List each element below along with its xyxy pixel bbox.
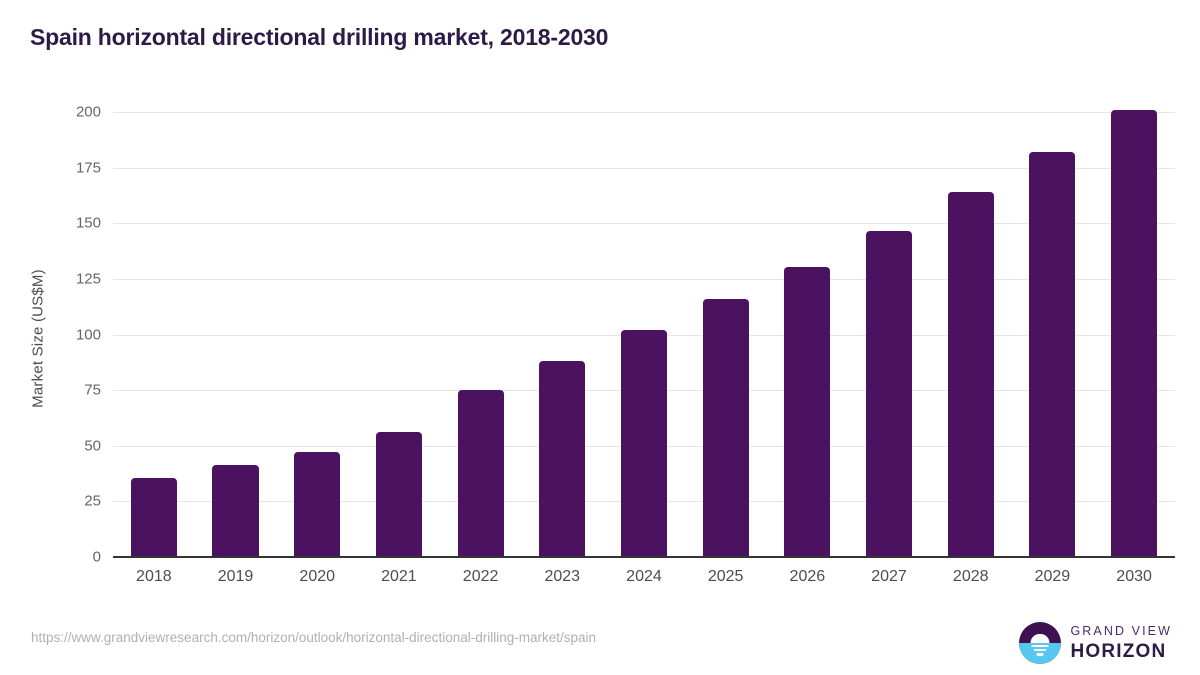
logo-line-1: GRAND VIEW <box>1070 624 1172 639</box>
logo-wordmark: GRAND VIEW HORIZON <box>1070 625 1172 661</box>
bar-slot <box>685 112 767 557</box>
y-axis-title: Market Size (US$M) <box>29 269 47 408</box>
x-tick-label: 2024 <box>626 568 662 585</box>
sunrise-over-water-icon <box>1019 622 1062 664</box>
bar[interactable] <box>375 431 422 557</box>
bar[interactable] <box>457 390 504 557</box>
gridline <box>113 167 1175 169</box>
x-tick-label: 2019 <box>217 568 254 585</box>
bar-slot <box>195 112 277 557</box>
x-tick-label: 2021 <box>381 568 417 585</box>
bar-slot <box>603 112 685 557</box>
x-tick-label: 2029 <box>1034 568 1071 585</box>
y-tick-label: 100 <box>75 326 101 343</box>
gridline <box>113 223 1175 225</box>
x-axis-labels: 2018 2019 2020 2021 2022 2023 2024 2025 2026 2027… <box>113 568 1175 586</box>
x-tick-label: 2022 <box>462 568 499 585</box>
x-tick-label: 2026 <box>789 568 826 585</box>
logo-ray-3 <box>1036 653 1044 656</box>
logo-sun <box>1030 633 1050 643</box>
bar-slot <box>848 112 930 557</box>
x-tick-label: 2027 <box>871 568 907 585</box>
bar-slot <box>113 112 195 557</box>
y-tick-label: 125 <box>75 270 101 288</box>
x-tick-label: 2018 <box>136 568 172 585</box>
bar-slot <box>358 112 440 557</box>
bar[interactable] <box>294 451 341 557</box>
bar[interactable] <box>947 192 994 557</box>
bar-slot <box>1012 112 1094 557</box>
x-tick-label: 2020 <box>299 568 336 585</box>
gridline <box>113 278 1175 280</box>
y-tick-label: 150 <box>75 214 101 232</box>
y-tick-label: 0 <box>92 548 101 566</box>
source-url[interactable]: https://www.grandviewresearch.com/horizo… <box>31 630 597 645</box>
x-tick-label: 2023 <box>544 568 581 585</box>
logo-ray-2 <box>1034 649 1047 652</box>
bar-slot <box>767 112 849 557</box>
bar-series <box>113 109 1175 557</box>
bar[interactable] <box>784 266 831 557</box>
bar-slot <box>930 112 1012 557</box>
logo-line-2: HORIZON <box>1070 640 1167 662</box>
bar[interactable] <box>539 360 586 557</box>
bar[interactable] <box>130 478 177 557</box>
bar[interactable] <box>212 465 259 557</box>
y-tick-label: 75 <box>84 381 101 399</box>
y-tick-label: 50 <box>84 437 101 455</box>
x-tick-label: 2025 <box>707 568 744 585</box>
brand-logo: GRAND VIEW HORIZON <box>1019 620 1172 666</box>
bar[interactable] <box>702 298 749 557</box>
bar-slot <box>521 112 603 557</box>
x-axis-line <box>113 556 1175 558</box>
x-tick-label: 2028 <box>952 568 989 585</box>
page-title: Spain horizontal directional drilling ma… <box>30 24 609 50</box>
y-tick-label: 25 <box>84 492 101 510</box>
bar-slot <box>276 112 358 557</box>
y-tick-label: 200 <box>75 103 101 121</box>
bar-slot <box>1093 109 1175 557</box>
bar-slot <box>440 112 522 557</box>
plot-area: 0 25 50 75 100 125 150 175 200 <box>76 104 1175 566</box>
bar[interactable] <box>865 231 913 557</box>
bar[interactable] <box>1029 152 1076 557</box>
bar[interactable] <box>620 330 668 557</box>
gridline <box>113 112 1175 113</box>
bar[interactable] <box>1111 109 1158 557</box>
y-tick-label: 175 <box>75 159 101 177</box>
logo-ray-1 <box>1031 645 1049 648</box>
x-tick-label: 2030 <box>1116 568 1152 585</box>
